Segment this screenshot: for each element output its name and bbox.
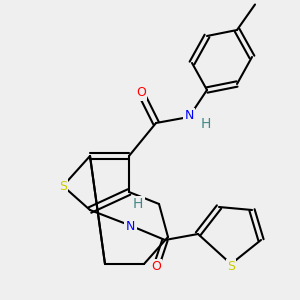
Text: N: N	[126, 220, 135, 233]
Text: S: S	[227, 260, 235, 274]
Text: H: H	[200, 118, 211, 131]
Text: O: O	[151, 260, 161, 274]
Text: S: S	[59, 179, 67, 193]
Text: O: O	[136, 86, 146, 100]
Text: N: N	[184, 109, 194, 122]
Text: H: H	[133, 197, 143, 211]
